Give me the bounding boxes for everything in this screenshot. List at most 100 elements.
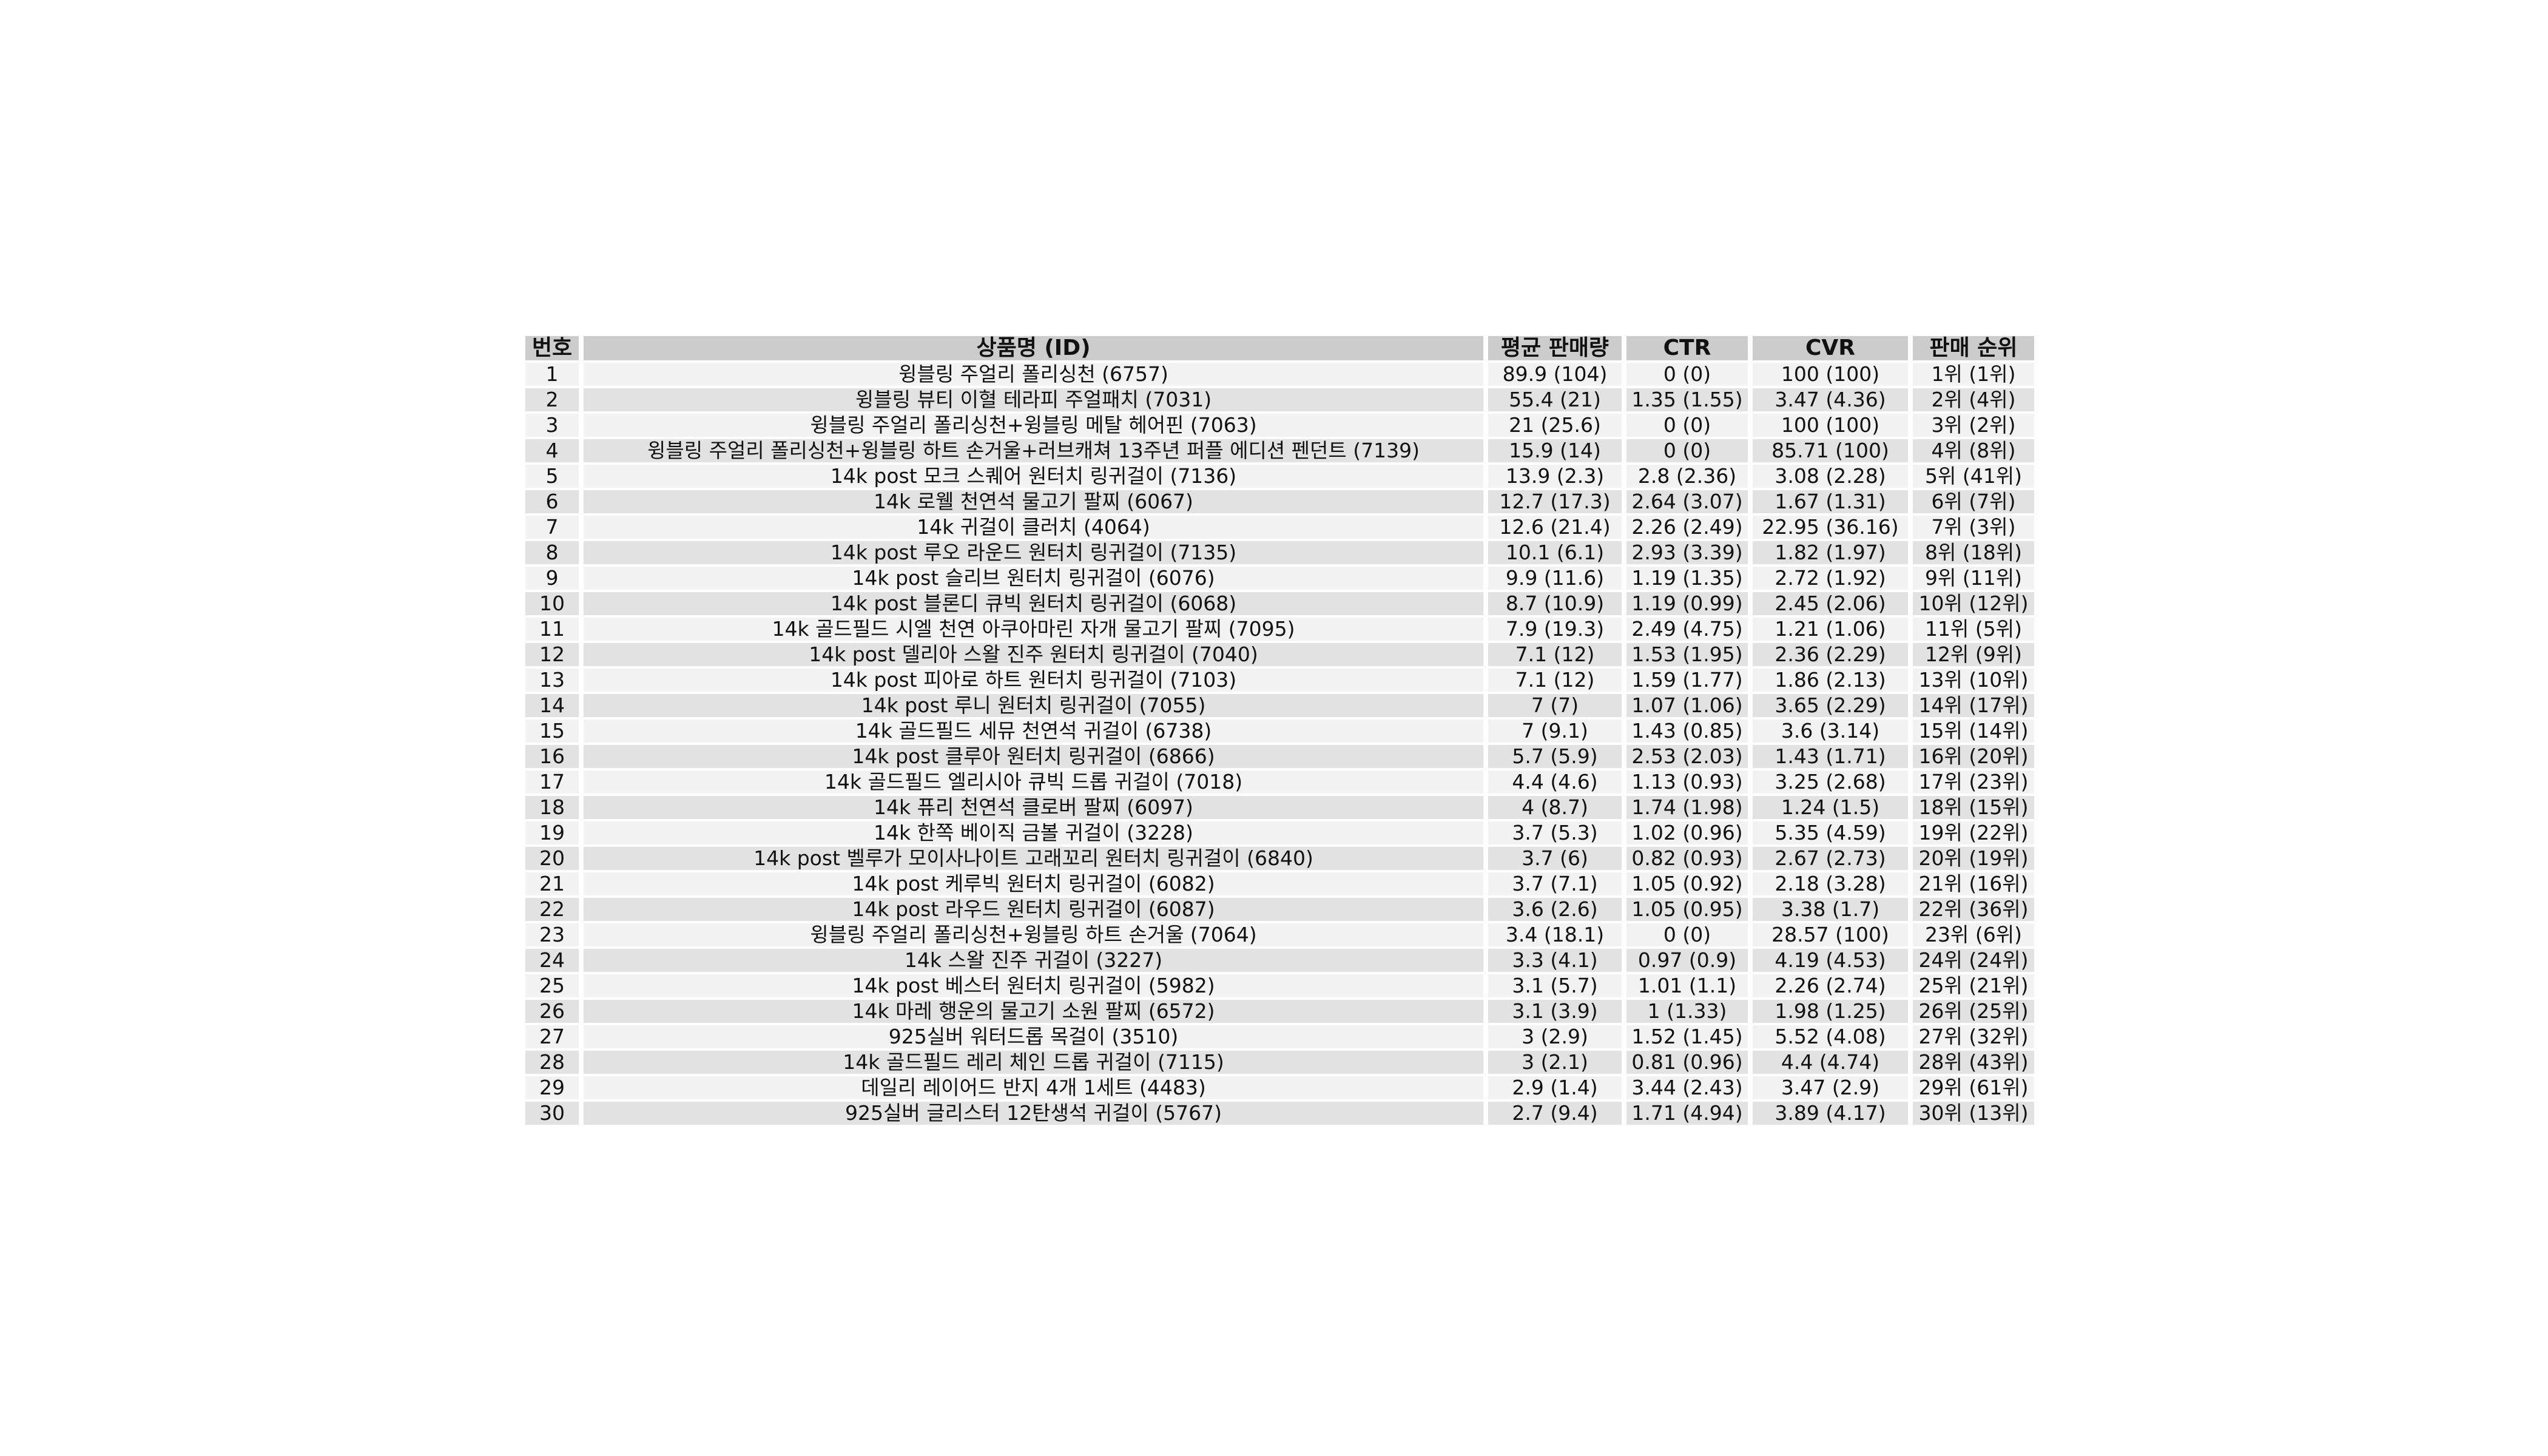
cell-product-name: 14k 골드필드 시엘 천연 아쿠아마린 자개 물고기 팔찌 (7095) — [584, 618, 1483, 641]
table-row: 1 윙블링 주얼리 폴리싱천 (6757) 89.9 (104) 0 (0) 100 (… — [525, 363, 2034, 386]
cell-cvr: 100 (100) — [1753, 414, 1908, 437]
cell-cvr: 1.67 (1.31) — [1753, 490, 1908, 513]
cell-sales-rank: 24위 (24위) — [1913, 949, 2034, 972]
cell-no: 10 — [525, 592, 579, 615]
cell-cvr: 3.08 (2.28) — [1753, 465, 1908, 488]
header-sales-rank: 판매 순위 — [1913, 336, 2034, 360]
cell-ctr: 1.01 (1.1) — [1626, 974, 1748, 997]
cell-sales-rank: 2위 (4위) — [1913, 388, 2034, 411]
cell-no: 17 — [525, 770, 579, 794]
cell-avg-sales: 3 (2.9) — [1488, 1025, 1622, 1048]
cell-avg-sales: 7 (9.1) — [1488, 720, 1622, 743]
cell-no: 30 — [525, 1102, 579, 1125]
cell-product-name: 14k 한쪽 베이직 금볼 귀걸이 (3228) — [584, 821, 1483, 844]
table-row: 8 14k post 루오 라운드 원터치 링귀걸이 (7135) 10.1 (6.… — [525, 541, 2034, 564]
cell-cvr: 1.86 (2.13) — [1753, 669, 1908, 692]
cell-product-name: 14k post 루오 라운드 원터치 링귀걸이 (7135) — [584, 541, 1483, 564]
table-row: 3 윙블링 주얼리 폴리싱천+윙블링 메탈 헤어핀 (7063) 21 (25.6)… — [525, 414, 2034, 437]
cell-sales-rank: 13위 (10위) — [1913, 669, 2034, 692]
cell-avg-sales: 12.6 (21.4) — [1488, 516, 1622, 539]
cell-avg-sales: 15.9 (14) — [1488, 439, 1622, 462]
cell-ctr: 3.44 (2.43) — [1626, 1076, 1748, 1099]
cell-sales-rank: 16위 (20위) — [1913, 745, 2034, 768]
cell-cvr: 3.38 (1.7) — [1753, 898, 1908, 921]
table-row: 19 14k 한쪽 베이직 금볼 귀걸이 (3228) 3.7 (5.3) 1.02 … — [525, 821, 2034, 844]
cell-no: 7 — [525, 516, 579, 539]
header-ctr: CTR — [1626, 336, 1748, 360]
cell-avg-sales: 9.9 (11.6) — [1488, 567, 1622, 590]
cell-no: 25 — [525, 974, 579, 997]
table-row: 4 윙블링 주얼리 폴리싱천+윙블링 하트 손거울+러브캐쳐 13주년 퍼플 에디… — [525, 439, 2034, 462]
cell-cvr: 2.26 (2.74) — [1753, 974, 1908, 997]
cell-cvr: 1.98 (1.25) — [1753, 1000, 1908, 1023]
cell-avg-sales: 3.1 (5.7) — [1488, 974, 1622, 997]
cell-avg-sales: 3 (2.1) — [1488, 1051, 1622, 1074]
cell-ctr: 0.97 (0.9) — [1626, 949, 1748, 972]
cell-ctr: 1.53 (1.95) — [1626, 643, 1748, 666]
cell-cvr: 2.45 (2.06) — [1753, 592, 1908, 615]
cell-no: 11 — [525, 618, 579, 641]
cell-cvr: 3.25 (2.68) — [1753, 770, 1908, 794]
table-row: 14 14k post 루니 원터치 링귀걸이 (7055) 7 (7) 1.07 (… — [525, 694, 2034, 717]
cell-product-name: 14k post 루니 원터치 링귀걸이 (7055) — [584, 694, 1483, 717]
cell-no: 18 — [525, 796, 579, 819]
cell-avg-sales: 3.6 (2.6) — [1488, 898, 1622, 921]
cell-ctr: 1 (1.33) — [1626, 1000, 1748, 1023]
cell-avg-sales: 5.7 (5.9) — [1488, 745, 1622, 768]
cell-cvr: 5.35 (4.59) — [1753, 821, 1908, 844]
table-row: 24 14k 스왈 진주 귀걸이 (3227) 3.3 (4.1) 0.97 (0.9… — [525, 949, 2034, 972]
cell-cvr: 5.52 (4.08) — [1753, 1025, 1908, 1048]
cell-sales-rank: 20위 (19위) — [1913, 847, 2034, 870]
cell-product-name: 14k post 베스터 원터치 링귀걸이 (5982) — [584, 974, 1483, 997]
cell-product-name: 14k post 모크 스퀘어 원터치 링귀걸이 (7136) — [584, 465, 1483, 488]
cell-avg-sales: 3.1 (3.9) — [1488, 1000, 1622, 1023]
cell-cvr: 1.24 (1.5) — [1753, 796, 1908, 819]
table-row: 29 데일리 레이어드 반지 4개 1세트 (4483) 2.9 (1.4) 3.44… — [525, 1076, 2034, 1099]
cell-product-name: 데일리 레이어드 반지 4개 1세트 (4483) — [584, 1076, 1483, 1099]
cell-sales-rank: 3위 (2위) — [1913, 414, 2034, 437]
cell-no: 3 — [525, 414, 579, 437]
cell-cvr: 3.47 (2.9) — [1753, 1076, 1908, 1099]
cell-sales-rank: 5위 (41위) — [1913, 465, 2034, 488]
cell-no: 9 — [525, 567, 579, 590]
cell-ctr: 0.81 (0.96) — [1626, 1051, 1748, 1074]
table-row: 20 14k post 벨루가 모이사나이트 고래꼬리 원터치 링귀걸이 (684… — [525, 847, 2034, 870]
cell-product-name: 14k post 델리아 스왈 진주 원터치 링귀걸이 (7040) — [584, 643, 1483, 666]
cell-avg-sales: 3.4 (18.1) — [1488, 923, 1622, 946]
cell-ctr: 1.19 (1.35) — [1626, 567, 1748, 590]
table-row: 12 14k post 델리아 스왈 진주 원터치 링귀걸이 (7040) 7.1 … — [525, 643, 2034, 666]
cell-product-name: 윙블링 주얼리 폴리싱천+윙블링 메탈 헤어핀 (7063) — [584, 414, 1483, 437]
cell-sales-rank: 14위 (17위) — [1913, 694, 2034, 717]
cell-product-name: 925실버 글리스터 12탄생석 귀걸이 (5767) — [584, 1102, 1483, 1125]
header-no: 번호 — [525, 336, 579, 360]
cell-product-name: 14k 골드필드 레리 체인 드롭 귀걸이 (7115) — [584, 1051, 1483, 1074]
cell-ctr: 2.26 (2.49) — [1626, 516, 1748, 539]
cell-product-name: 925실버 워터드롭 목걸이 (3510) — [584, 1025, 1483, 1048]
cell-no: 12 — [525, 643, 579, 666]
cell-ctr: 1.74 (1.98) — [1626, 796, 1748, 819]
cell-no: 28 — [525, 1051, 579, 1074]
cell-cvr: 22.95 (36.16) — [1753, 516, 1908, 539]
cell-ctr: 1.35 (1.55) — [1626, 388, 1748, 411]
cell-ctr: 0 (0) — [1626, 923, 1748, 946]
cell-no: 26 — [525, 1000, 579, 1023]
cell-product-name: 윙블링 주얼리 폴리싱천 (6757) — [584, 363, 1483, 386]
cell-ctr: 1.07 (1.06) — [1626, 694, 1748, 717]
cell-avg-sales: 2.7 (9.4) — [1488, 1102, 1622, 1125]
header-row: 번호 상품명 (ID) 평균 판매량 CTR CVR 판매 순위 — [525, 336, 2034, 360]
cell-ctr: 1.05 (0.92) — [1626, 872, 1748, 895]
cell-ctr: 1.43 (0.85) — [1626, 720, 1748, 743]
table-row: 11 14k 골드필드 시엘 천연 아쿠아마린 자개 물고기 팔찌 (7095) 7… — [525, 618, 2034, 641]
cell-sales-rank: 11위 (5위) — [1913, 618, 2034, 641]
cell-product-name: 14k 골드필드 엘리시아 큐빅 드롭 귀걸이 (7018) — [584, 770, 1483, 794]
cell-sales-rank: 29위 (61위) — [1913, 1076, 2034, 1099]
cell-cvr: 1.43 (1.71) — [1753, 745, 1908, 768]
cell-no: 22 — [525, 898, 579, 921]
cell-product-name: 윙블링 주얼리 폴리싱천+윙블링 하트 손거울+러브캐쳐 13주년 퍼플 에디션… — [584, 439, 1483, 462]
cell-ctr: 1.05 (0.95) — [1626, 898, 1748, 921]
cell-sales-rank: 19위 (22위) — [1913, 821, 2034, 844]
cell-avg-sales: 4 (8.7) — [1488, 796, 1622, 819]
cell-no: 8 — [525, 541, 579, 564]
cell-product-name: 14k 귀걸이 클러치 (4064) — [584, 516, 1483, 539]
cell-ctr: 2.8 (2.36) — [1626, 465, 1748, 488]
